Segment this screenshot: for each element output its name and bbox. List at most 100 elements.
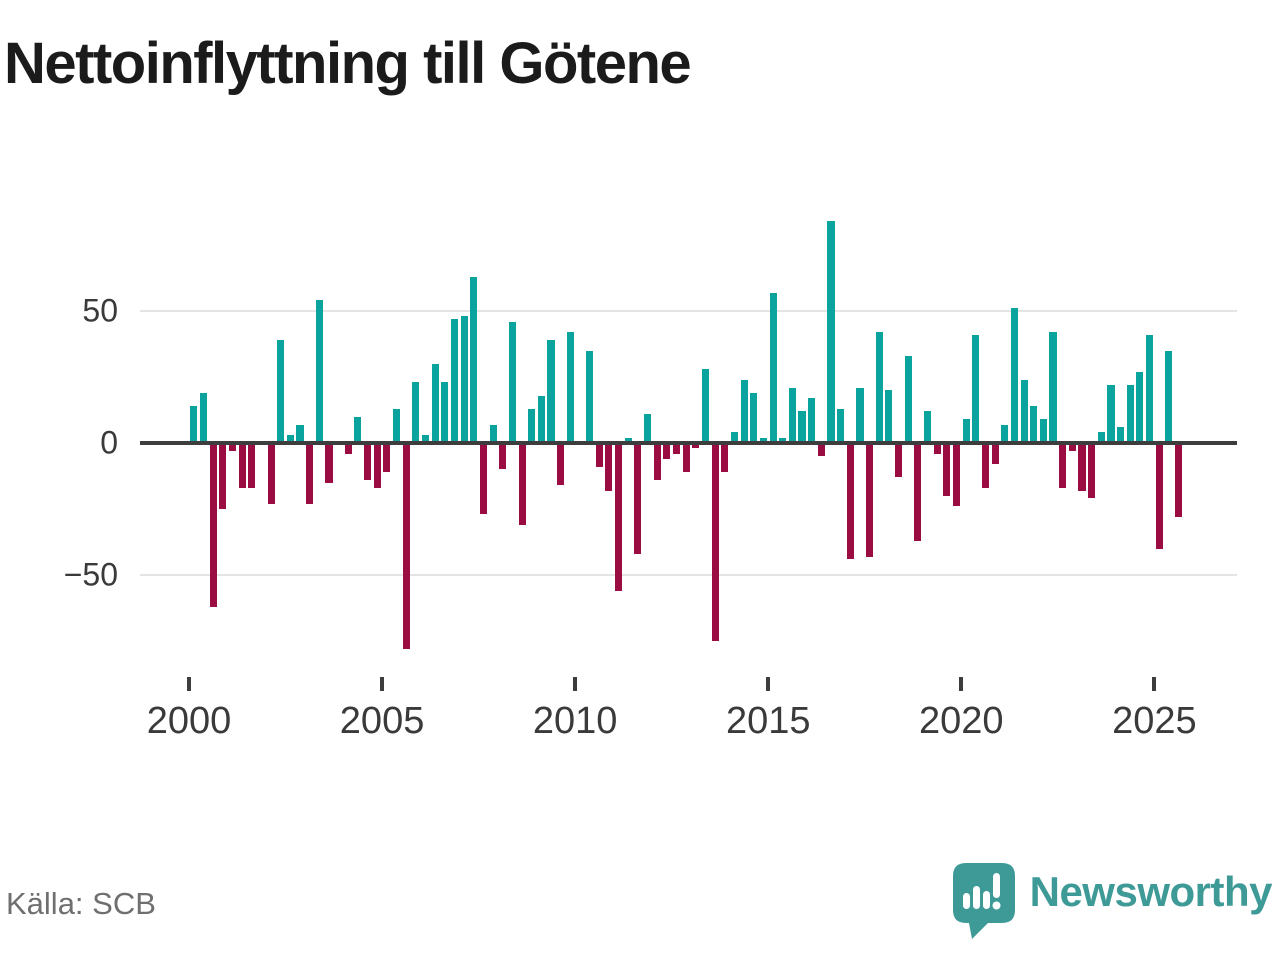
bar-2008Q3 xyxy=(518,443,526,525)
bar-2022Q2 xyxy=(1049,332,1057,443)
bar-2014Q3 xyxy=(750,392,758,443)
bar-2022Q1 xyxy=(1039,419,1047,443)
bar-2005Q3 xyxy=(402,443,410,649)
bar-2017Q4 xyxy=(875,332,883,443)
logo-bar-2 xyxy=(972,886,980,909)
x-axis-label-2010: 2010 xyxy=(532,700,618,742)
bar-2015Q2 xyxy=(779,437,787,443)
bar-2008Q4 xyxy=(528,408,536,443)
bar-2012Q3 xyxy=(672,443,681,454)
bar-2020Q3 xyxy=(981,443,990,488)
logo-exclamation-dot xyxy=(992,901,1001,910)
bar-2005Q4 xyxy=(412,382,420,443)
bar-2024Q4 xyxy=(1146,334,1154,443)
x-axis-label-2020: 2020 xyxy=(919,700,1004,742)
logo-bar-3 xyxy=(982,891,990,909)
bar-2017Q2 xyxy=(856,387,864,443)
bar-2023Q3 xyxy=(1097,432,1105,443)
bar-2021Q2 xyxy=(1010,308,1018,443)
bar-2021Q1 xyxy=(1001,424,1009,443)
bar-2016Q3 xyxy=(827,221,835,443)
bar-2000Q2 xyxy=(199,392,208,443)
bar-2007Q3 xyxy=(479,443,487,515)
bar-2019Q3 xyxy=(943,443,951,496)
bar-2006Q2 xyxy=(431,363,439,443)
bar-2010Q2 xyxy=(586,350,594,443)
bar-2010Q4 xyxy=(605,443,613,491)
bar-2009Q2 xyxy=(547,340,555,443)
bar-2008Q1 xyxy=(499,443,507,470)
bar-2006Q4 xyxy=(450,318,459,443)
bar-2005Q2 xyxy=(393,408,401,443)
bar-2004Q4 xyxy=(373,443,381,488)
x-axis-label-2005: 2005 xyxy=(339,700,425,742)
bar-2016Q4 xyxy=(837,408,845,443)
logo-bar-1 xyxy=(962,893,970,909)
bar-2011Q4 xyxy=(644,414,652,443)
bar-2011Q3 xyxy=(634,443,642,554)
bar-2013Q4 xyxy=(721,443,729,472)
bar-2023Q2 xyxy=(1088,443,1096,499)
bar-2015Q3 xyxy=(788,387,796,443)
x-axis-label-2025: 2025 xyxy=(1112,700,1197,742)
bar-2000Q3 xyxy=(209,443,217,607)
bar-2016Q2 xyxy=(817,443,825,457)
bar-2002Q2 xyxy=(277,340,285,443)
bar-2014Q1 xyxy=(730,432,739,443)
bar-2009Q1 xyxy=(537,395,545,443)
x-axis-zero-line xyxy=(140,441,1237,445)
bar-2004Q1 xyxy=(344,443,352,454)
bar-2007Q1 xyxy=(460,316,468,443)
bar-2017Q1 xyxy=(846,443,854,560)
bar-2002Q4 xyxy=(296,424,304,443)
y-axis-label-0: 0 xyxy=(100,424,118,461)
bar-2024Q3 xyxy=(1136,371,1144,443)
bar-2021Q3 xyxy=(1020,379,1028,443)
x-axis-tick-2025 xyxy=(1152,677,1157,691)
bar-2020Q4 xyxy=(991,443,999,465)
bar-2013Q3 xyxy=(711,443,719,641)
bar-2018Q1 xyxy=(885,390,893,443)
bar-2002Q3 xyxy=(286,435,294,443)
gridline-50 xyxy=(140,310,1237,312)
bar-2015Q4 xyxy=(798,411,806,443)
bar-2014Q4 xyxy=(759,437,767,443)
bar-2001Q2 xyxy=(238,443,246,488)
bar-2008Q2 xyxy=(508,321,516,443)
bar-2019Q1 xyxy=(923,411,932,443)
bar-2013Q1 xyxy=(692,443,700,449)
x-axis-tick-2000 xyxy=(187,677,191,691)
logo-exclamation-stem xyxy=(992,873,1000,898)
bar-2017Q3 xyxy=(866,443,874,557)
bar-2003Q3 xyxy=(325,443,333,483)
bar-2025Q1 xyxy=(1155,443,1163,549)
bar-2006Q3 xyxy=(441,382,449,443)
bar-2024Q2 xyxy=(1126,384,1134,443)
x-axis-label-2000: 2000 xyxy=(146,700,232,742)
bar-2020Q1 xyxy=(962,419,970,443)
bar-2010Q3 xyxy=(595,443,603,467)
y-axis-label-50: 50 xyxy=(82,292,118,329)
bar-2020Q2 xyxy=(972,334,980,443)
bar-2015Q1 xyxy=(769,292,777,443)
bar-2011Q1 xyxy=(615,443,623,591)
bar-2007Q4 xyxy=(489,424,497,443)
bar-2009Q4 xyxy=(566,332,574,443)
bar-2025Q3 xyxy=(1174,443,1183,517)
bar-2000Q1 xyxy=(190,406,198,443)
bar-2022Q3 xyxy=(1059,443,1067,488)
x-axis-tick-2015 xyxy=(766,677,771,691)
gridline--50 xyxy=(140,574,1237,576)
bar-2012Q1 xyxy=(653,443,661,480)
bar-2018Q2 xyxy=(895,443,903,478)
y-axis-label--50: −50 xyxy=(63,556,118,593)
x-axis-label-2015: 2015 xyxy=(725,700,811,742)
bar-2001Q3 xyxy=(248,443,256,488)
bar-2023Q4 xyxy=(1107,384,1115,443)
bar-2025Q2 xyxy=(1165,350,1173,443)
bar-2007Q2 xyxy=(470,276,478,443)
bar-2004Q2 xyxy=(354,416,362,443)
bar-2016Q1 xyxy=(808,398,816,443)
bar-2014Q2 xyxy=(740,379,748,443)
bar-2012Q4 xyxy=(682,443,690,472)
